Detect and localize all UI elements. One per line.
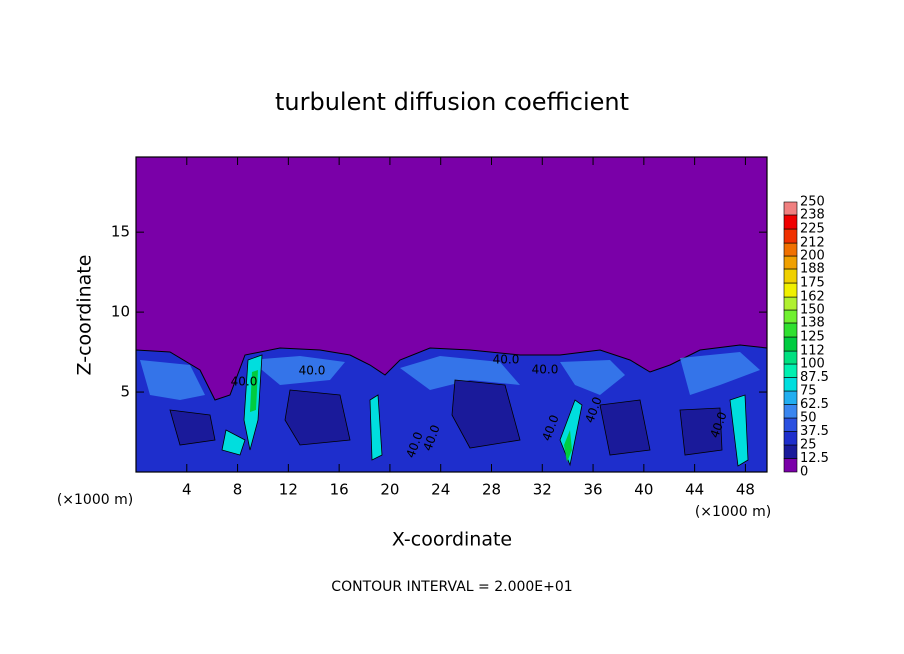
x-unit-label: (×1000 m)	[695, 504, 771, 520]
colorbar-label: 250	[800, 195, 825, 210]
x-tick-label: 8	[233, 481, 243, 499]
colorbar-label: 112	[800, 344, 825, 359]
colorbar-label: 100	[800, 357, 825, 372]
y-axis-label: Z-coordinate	[74, 255, 96, 376]
colorbar-label: 238	[800, 207, 825, 222]
colorbar-box	[783, 350, 798, 365]
field-shade	[140, 352, 760, 400]
x-tick-label: 48	[736, 481, 755, 499]
colorbar-label: 162	[800, 290, 825, 305]
colorbar-label: 212	[800, 236, 825, 251]
y-tick-label: 10	[111, 303, 130, 321]
colorbar-box	[783, 336, 798, 352]
contour-label: 40.0	[231, 375, 258, 389]
colorbar-box	[783, 322, 798, 338]
colorbar-box	[783, 458, 798, 473]
x-axis-label: X-coordinate	[392, 529, 512, 551]
colorbar-label: 0	[800, 465, 808, 480]
colorbar-box	[783, 268, 798, 284]
colorbar-box	[783, 309, 798, 324]
colorbar-box	[783, 444, 798, 459]
field	[135, 157, 768, 473]
colorbar-label: 62.5	[800, 397, 829, 412]
colorbar-box	[783, 201, 798, 216]
chart-title: turbulent diffusion coefficient	[275, 88, 629, 116]
colorbar-label: 175	[800, 276, 825, 291]
annotation: CONTOUR INTERVAL = 2.000E+01	[331, 579, 572, 595]
colorbar-box	[783, 431, 798, 446]
colorbar-box	[783, 363, 798, 378]
field-streak	[221, 354, 749, 467]
y-tick-label: 5	[120, 383, 130, 401]
colorbar-box	[783, 417, 798, 432]
colorbar-label: 225	[800, 222, 825, 237]
colorbar-label: 25	[800, 438, 817, 453]
field-core	[169, 379, 723, 456]
x-tick-label: 40	[634, 481, 653, 499]
colorbar-box	[783, 242, 798, 257]
colorbar-label: 188	[800, 261, 825, 276]
colorbar-label: 37.5	[800, 424, 829, 439]
x-tick-label: 36	[584, 481, 603, 499]
x-tick-label: 16	[330, 481, 349, 499]
colorbar-label: 75	[800, 384, 817, 399]
x-unit-label: (×1000 m)	[57, 492, 133, 508]
colorbar-box	[783, 377, 798, 392]
colorbar-box	[783, 228, 798, 244]
colorbar-box	[783, 255, 798, 270]
colorbar-label: 87.5	[800, 370, 829, 385]
colorbar-label: 12.5	[800, 451, 829, 466]
plot-frame	[135, 156, 768, 473]
x-tick-label: 12	[279, 481, 298, 499]
colorbar-box	[783, 404, 798, 419]
x-tick-label: 32	[533, 481, 552, 499]
x-tick-label: 44	[685, 481, 704, 499]
colorbar-label: 50	[800, 411, 817, 426]
x-tick-label: 24	[431, 481, 450, 499]
x-tick-label: 20	[380, 481, 399, 499]
colorbar-label: 200	[800, 249, 825, 264]
colorbar-box	[783, 282, 798, 298]
colorbar-box	[783, 390, 798, 405]
x-tick-label: 28	[482, 481, 501, 499]
colorbar-box	[783, 296, 798, 311]
colorbar-box	[783, 214, 798, 230]
y-tick-label: 15	[111, 223, 130, 241]
colorbar-label: 138	[800, 315, 825, 330]
contour-label: 40.0	[299, 364, 326, 378]
contour-label: 40.0	[532, 363, 559, 377]
x-tick-label: 4	[182, 481, 192, 499]
colorbar-label: 125	[800, 330, 825, 345]
contour-label: 40.0	[493, 353, 520, 367]
colorbar-label: 150	[800, 303, 825, 318]
